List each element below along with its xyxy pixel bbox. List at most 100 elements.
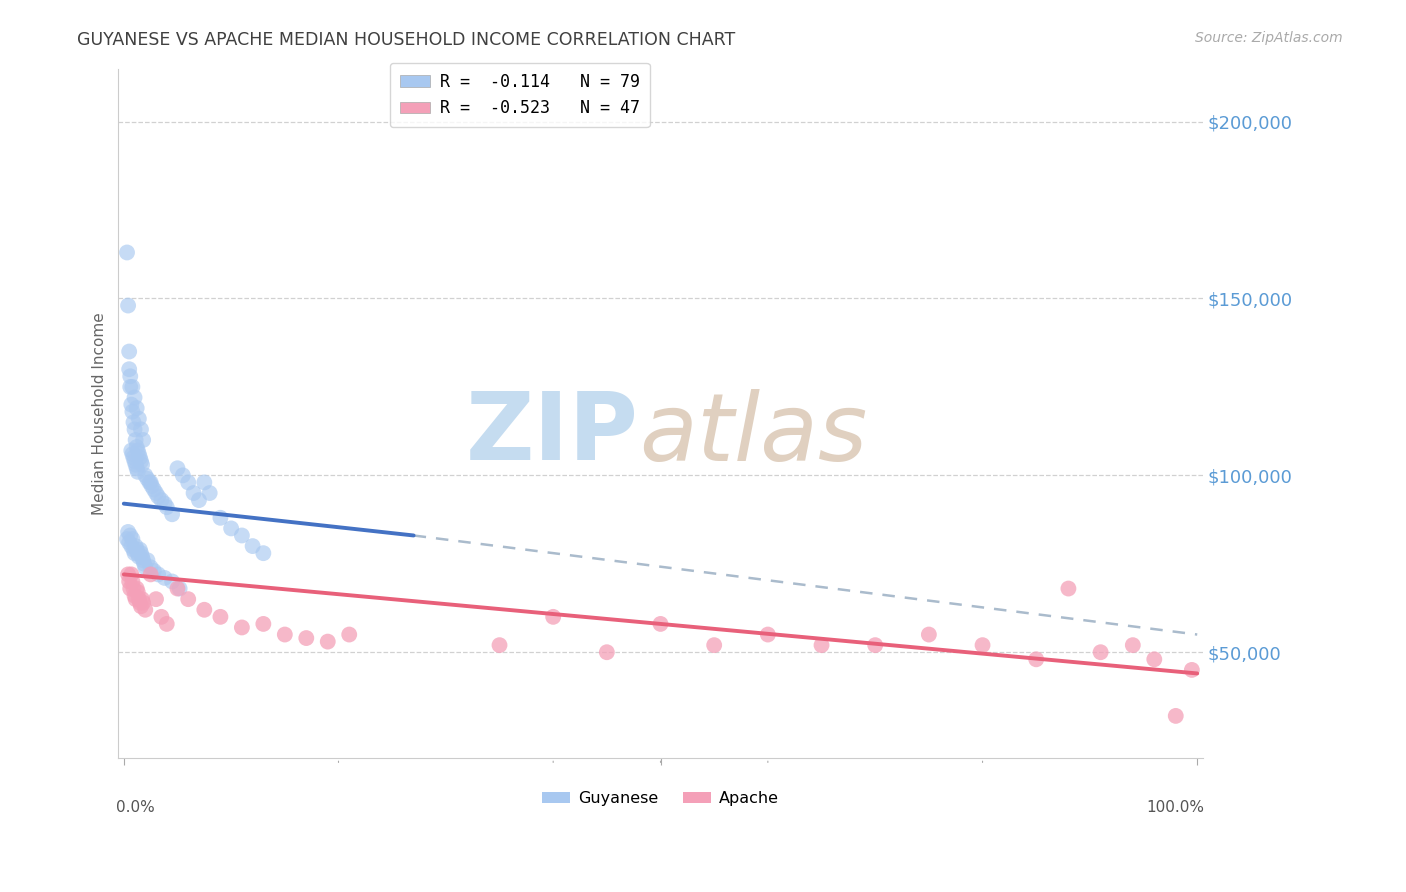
Point bbox=[120, 380, 142, 394]
Point bbox=[125, 582, 148, 596]
Point bbox=[160, 508, 183, 522]
Point bbox=[138, 475, 160, 490]
Point bbox=[134, 560, 156, 574]
Point bbox=[193, 603, 215, 617]
Point bbox=[120, 567, 142, 582]
Point bbox=[146, 490, 169, 504]
Point bbox=[128, 549, 150, 564]
Point bbox=[128, 447, 150, 461]
Point bbox=[121, 532, 143, 546]
Text: ZIP: ZIP bbox=[465, 388, 638, 480]
Point bbox=[139, 475, 162, 490]
Point bbox=[129, 599, 152, 614]
Point bbox=[124, 454, 146, 468]
Point bbox=[128, 592, 150, 607]
Text: GUYANESE VS APACHE MEDIAN HOUSEHOLD INCOME CORRELATION CHART: GUYANESE VS APACHE MEDIAN HOUSEHOLD INCO… bbox=[77, 31, 735, 49]
Point bbox=[122, 415, 145, 429]
Point bbox=[274, 627, 297, 641]
Point bbox=[122, 542, 145, 557]
Point bbox=[121, 447, 143, 461]
Point bbox=[252, 616, 274, 631]
Point bbox=[118, 574, 141, 589]
Point bbox=[120, 582, 142, 596]
Point bbox=[252, 546, 274, 560]
Point bbox=[596, 645, 619, 659]
Point bbox=[127, 443, 149, 458]
Point bbox=[295, 631, 318, 645]
Point bbox=[124, 458, 146, 472]
Point bbox=[193, 475, 215, 490]
Point bbox=[541, 610, 564, 624]
Point bbox=[242, 539, 264, 553]
Point bbox=[120, 539, 142, 553]
Point bbox=[129, 422, 152, 436]
Point bbox=[142, 564, 165, 578]
Point bbox=[121, 574, 143, 589]
Point bbox=[131, 549, 153, 564]
Point bbox=[145, 592, 167, 607]
Point bbox=[918, 627, 941, 641]
Point bbox=[134, 468, 156, 483]
Point bbox=[139, 567, 162, 582]
Point bbox=[124, 539, 146, 553]
Point bbox=[231, 528, 253, 542]
Point bbox=[129, 596, 152, 610]
Point bbox=[115, 245, 138, 260]
Point bbox=[219, 521, 242, 535]
Point bbox=[142, 483, 165, 497]
Point bbox=[177, 592, 200, 607]
Point bbox=[703, 638, 725, 652]
Point bbox=[1143, 652, 1166, 666]
Point bbox=[488, 638, 510, 652]
Point bbox=[134, 557, 156, 571]
Point bbox=[172, 468, 194, 483]
Point bbox=[863, 638, 886, 652]
Point bbox=[121, 405, 143, 419]
Point bbox=[810, 638, 832, 652]
Text: 0.0%: 0.0% bbox=[117, 800, 155, 814]
Point bbox=[129, 546, 152, 560]
Point bbox=[120, 528, 142, 542]
Point bbox=[124, 592, 146, 607]
Point bbox=[127, 465, 149, 479]
Point bbox=[166, 582, 188, 596]
Point bbox=[131, 592, 153, 607]
Point bbox=[209, 610, 232, 624]
Point bbox=[231, 620, 253, 634]
Point bbox=[124, 391, 146, 405]
Point bbox=[117, 524, 139, 539]
Y-axis label: Median Household Income: Median Household Income bbox=[93, 312, 107, 515]
Point bbox=[125, 440, 148, 454]
Point bbox=[120, 398, 142, 412]
Point bbox=[128, 411, 150, 425]
Text: Source: ZipAtlas.com: Source: ZipAtlas.com bbox=[1195, 31, 1343, 45]
Point bbox=[127, 546, 149, 560]
Point bbox=[1181, 663, 1204, 677]
Point bbox=[141, 479, 163, 493]
Point bbox=[125, 401, 148, 416]
Point bbox=[1057, 582, 1080, 596]
Point bbox=[127, 585, 149, 599]
Point bbox=[153, 571, 176, 585]
Point bbox=[124, 433, 146, 447]
Point bbox=[139, 560, 162, 574]
Point bbox=[150, 610, 173, 624]
Point bbox=[129, 454, 152, 468]
Point bbox=[117, 567, 139, 582]
Text: atlas: atlas bbox=[638, 389, 868, 480]
Point bbox=[124, 422, 146, 436]
Point bbox=[650, 616, 672, 631]
Point bbox=[120, 369, 142, 384]
Point bbox=[118, 344, 141, 359]
Point bbox=[160, 574, 183, 589]
Point bbox=[1025, 652, 1047, 666]
Point bbox=[198, 486, 221, 500]
Point bbox=[337, 627, 360, 641]
Point bbox=[118, 362, 141, 376]
Point bbox=[117, 299, 139, 313]
Point bbox=[187, 493, 209, 508]
Point bbox=[156, 500, 179, 515]
Point bbox=[124, 589, 146, 603]
Point bbox=[115, 532, 138, 546]
Point bbox=[177, 475, 200, 490]
